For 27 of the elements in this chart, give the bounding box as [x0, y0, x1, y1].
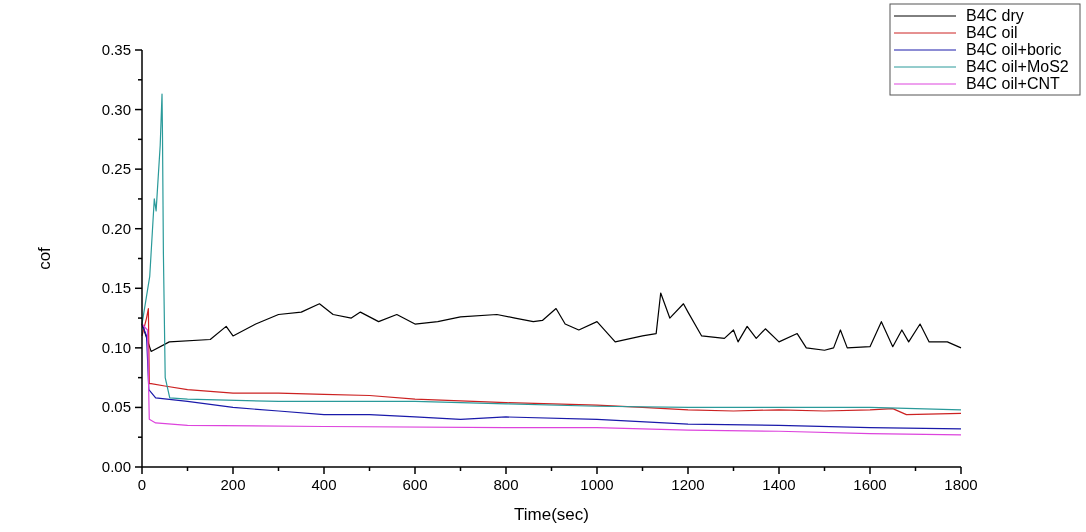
legend-label: B4C oil+boric: [966, 41, 1062, 58]
x-tick-label: 600: [402, 476, 428, 493]
y-tick-label: 0.00: [101, 458, 131, 475]
legend-label: B4C dry: [966, 7, 1024, 24]
legend-label: B4C oil+MoS2: [966, 58, 1069, 75]
y-tick-label: 0.25: [101, 160, 131, 178]
x-tick-label: 1200: [671, 476, 705, 493]
y-tick-label: 0.20: [101, 219, 131, 237]
x-axis-title: Time(sec): [514, 505, 589, 524]
x-tick-label: 0: [137, 476, 147, 493]
x-tick-label: 1800: [944, 476, 978, 493]
y-axis-title: cof: [35, 246, 54, 270]
legend-label: B4C oil: [966, 24, 1018, 41]
y-tick-label: 0.05: [101, 398, 131, 416]
x-tick-label: 200: [220, 476, 246, 493]
y-tick-label: 0.35: [101, 41, 131, 58]
x-tick-label: 1600: [853, 476, 887, 493]
line-series: [141, 307, 962, 416]
line-series: [141, 93, 962, 411]
x-tick-label: 400: [311, 476, 337, 493]
x-tick-label: 800: [493, 476, 519, 493]
x-tick-label: 1000: [580, 476, 614, 493]
y-tick-label: 0.30: [101, 100, 131, 118]
x-tick-label: 1400: [762, 476, 796, 493]
y-tick-label: 0.10: [101, 338, 131, 356]
y-tick-label: 0.15: [101, 279, 131, 297]
legend-label: B4C oil+CNT: [966, 75, 1061, 92]
